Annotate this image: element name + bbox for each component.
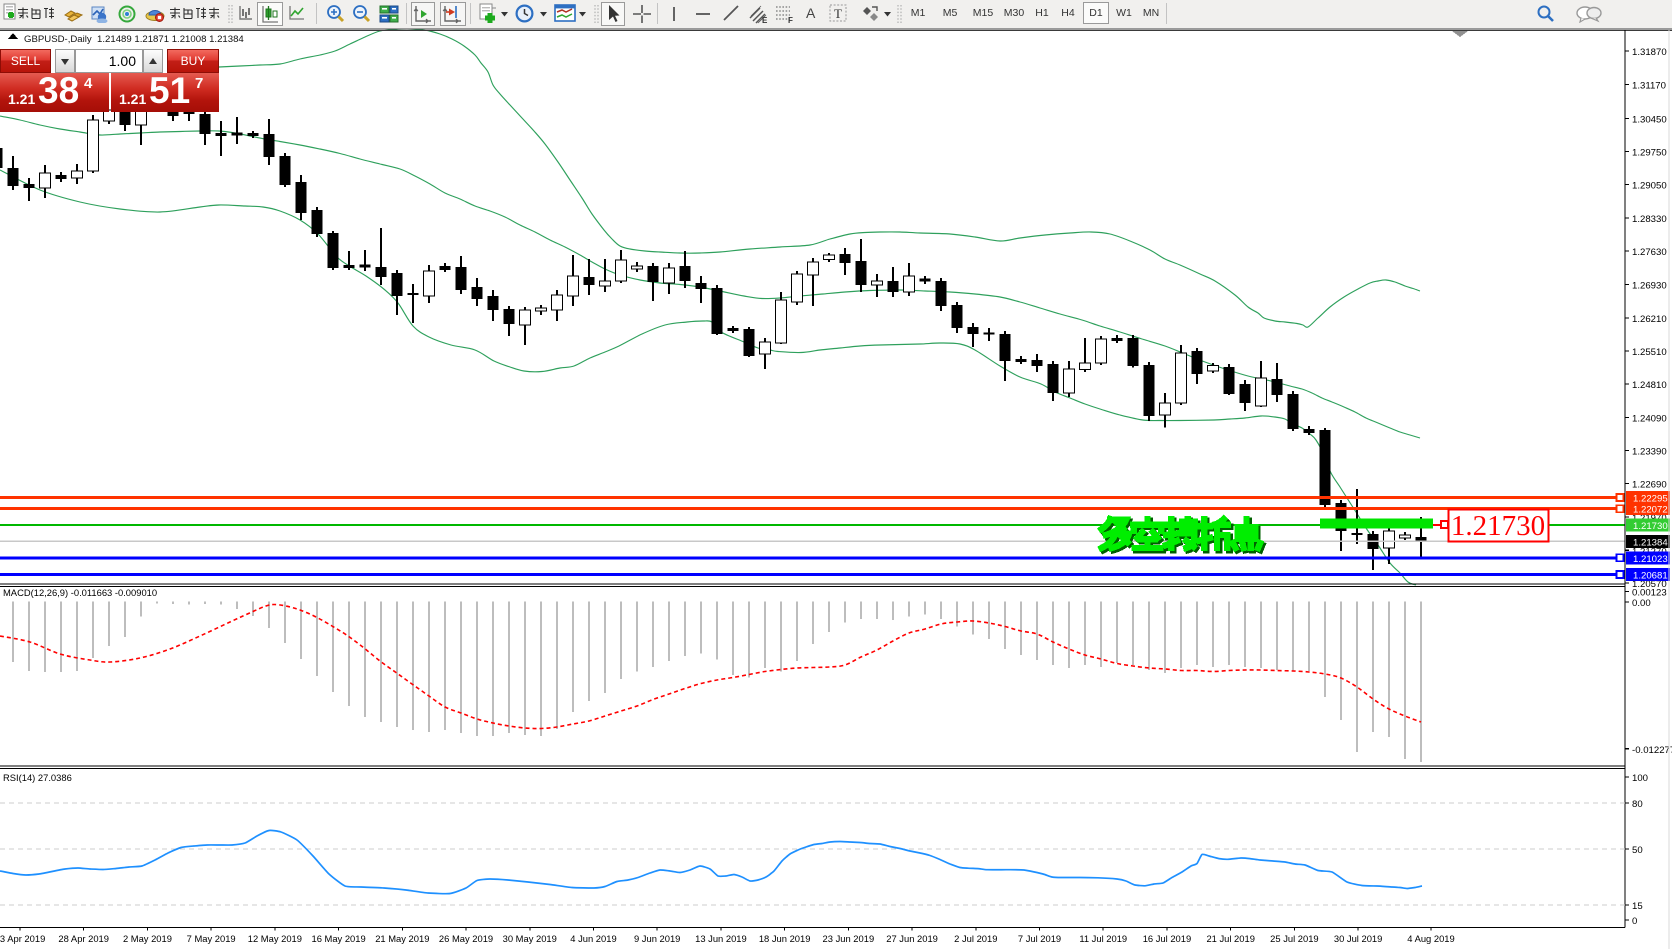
svg-text:23 Jun 2019: 23 Jun 2019 <box>823 933 875 944</box>
svg-text:2 May 2019: 2 May 2019 <box>123 933 172 944</box>
svg-text:13 Jun 2019: 13 Jun 2019 <box>695 933 747 944</box>
svg-text:9 Jun 2019: 9 Jun 2019 <box>634 933 680 944</box>
svg-text:11 Jul 2019: 11 Jul 2019 <box>1079 933 1127 944</box>
svg-text:2 Jul 2019: 2 Jul 2019 <box>954 933 997 944</box>
svg-text:80: 80 <box>1632 799 1643 810</box>
svg-text:100: 100 <box>1632 773 1648 784</box>
svg-text:16 May 2019: 16 May 2019 <box>311 933 365 944</box>
svg-text:7 May 2019: 7 May 2019 <box>187 933 236 944</box>
svg-text:RSI(14) 27.0386: RSI(14) 27.0386 <box>3 772 72 783</box>
svg-text:1.26930: 1.26930 <box>1632 281 1667 292</box>
svg-text:0: 0 <box>1632 916 1637 927</box>
svg-text:GBPUSD-,Daily 1.21489 1.21871: GBPUSD-,Daily 1.21489 1.21871 1.21008 1.… <box>24 34 244 45</box>
svg-text:1.23390: 1.23390 <box>1632 447 1667 458</box>
svg-text:1.24810: 1.24810 <box>1632 380 1667 391</box>
svg-text:1.22690: 1.22690 <box>1632 480 1667 491</box>
svg-text:1.29050: 1.29050 <box>1632 181 1667 192</box>
svg-text:1.21730: 1.21730 <box>1633 521 1668 532</box>
svg-text:18 Jun 2019: 18 Jun 2019 <box>759 933 811 944</box>
svg-text:50: 50 <box>1632 845 1643 856</box>
svg-text:1.24090: 1.24090 <box>1632 414 1667 425</box>
svg-text:7 Jul 2019: 7 Jul 2019 <box>1018 933 1061 944</box>
svg-text:0.00: 0.00 <box>1632 598 1651 609</box>
svg-text:T: T <box>834 6 842 21</box>
svg-text:25 Jul 2019: 25 Jul 2019 <box>1270 933 1318 944</box>
svg-text:30 May 2019: 30 May 2019 <box>503 933 557 944</box>
svg-text:4 Aug 2019: 4 Aug 2019 <box>1407 933 1454 944</box>
svg-text:21 May 2019: 21 May 2019 <box>375 933 429 944</box>
svg-text:1.29750: 1.29750 <box>1632 148 1667 159</box>
svg-text:1.21730: 1.21730 <box>1451 510 1545 542</box>
svg-text:1.20570: 1.20570 <box>1632 579 1667 590</box>
svg-text:4 Jun 2019: 4 Jun 2019 <box>570 933 616 944</box>
svg-text:F: F <box>788 16 793 25</box>
svg-text:1.22295: 1.22295 <box>1633 494 1668 505</box>
svg-text:16 Jul 2019: 16 Jul 2019 <box>1143 933 1191 944</box>
svg-text:1.31170: 1.31170 <box>1632 81 1666 92</box>
svg-text:23 Apr 2019: 23 Apr 2019 <box>0 933 45 944</box>
svg-text:26 May 2019: 26 May 2019 <box>439 933 493 944</box>
svg-text:27 Jun 2019: 27 Jun 2019 <box>886 933 938 944</box>
svg-text:30 Jul 2019: 30 Jul 2019 <box>1334 933 1382 944</box>
svg-text:E: E <box>762 16 768 25</box>
svg-text:0.00123: 0.00123 <box>1632 588 1667 599</box>
svg-text:MACD(12,26,9) -0.011663 -0.009: MACD(12,26,9) -0.011663 -0.009010 <box>3 587 157 598</box>
svg-text:1.21023: 1.21023 <box>1633 554 1668 565</box>
svg-text:1.20681: 1.20681 <box>1633 571 1668 582</box>
svg-text:1.21384: 1.21384 <box>1633 537 1668 548</box>
svg-text:-0.012277: -0.012277 <box>1632 745 1672 756</box>
svg-text:21 Jul 2019: 21 Jul 2019 <box>1206 933 1254 944</box>
svg-text:1.30450: 1.30450 <box>1632 115 1667 126</box>
svg-text:1.26210: 1.26210 <box>1632 314 1667 325</box>
svg-text:1.25510: 1.25510 <box>1632 347 1667 358</box>
svg-text:1.31870: 1.31870 <box>1632 47 1667 58</box>
svg-text:1.28330: 1.28330 <box>1632 214 1667 225</box>
svg-text:15: 15 <box>1632 901 1643 912</box>
svg-text:1.27630: 1.27630 <box>1632 247 1667 258</box>
svg-text:12 May 2019: 12 May 2019 <box>248 933 302 944</box>
svg-text:1.22072: 1.22072 <box>1633 505 1668 516</box>
svg-text:28 Apr 2019: 28 Apr 2019 <box>58 933 109 944</box>
